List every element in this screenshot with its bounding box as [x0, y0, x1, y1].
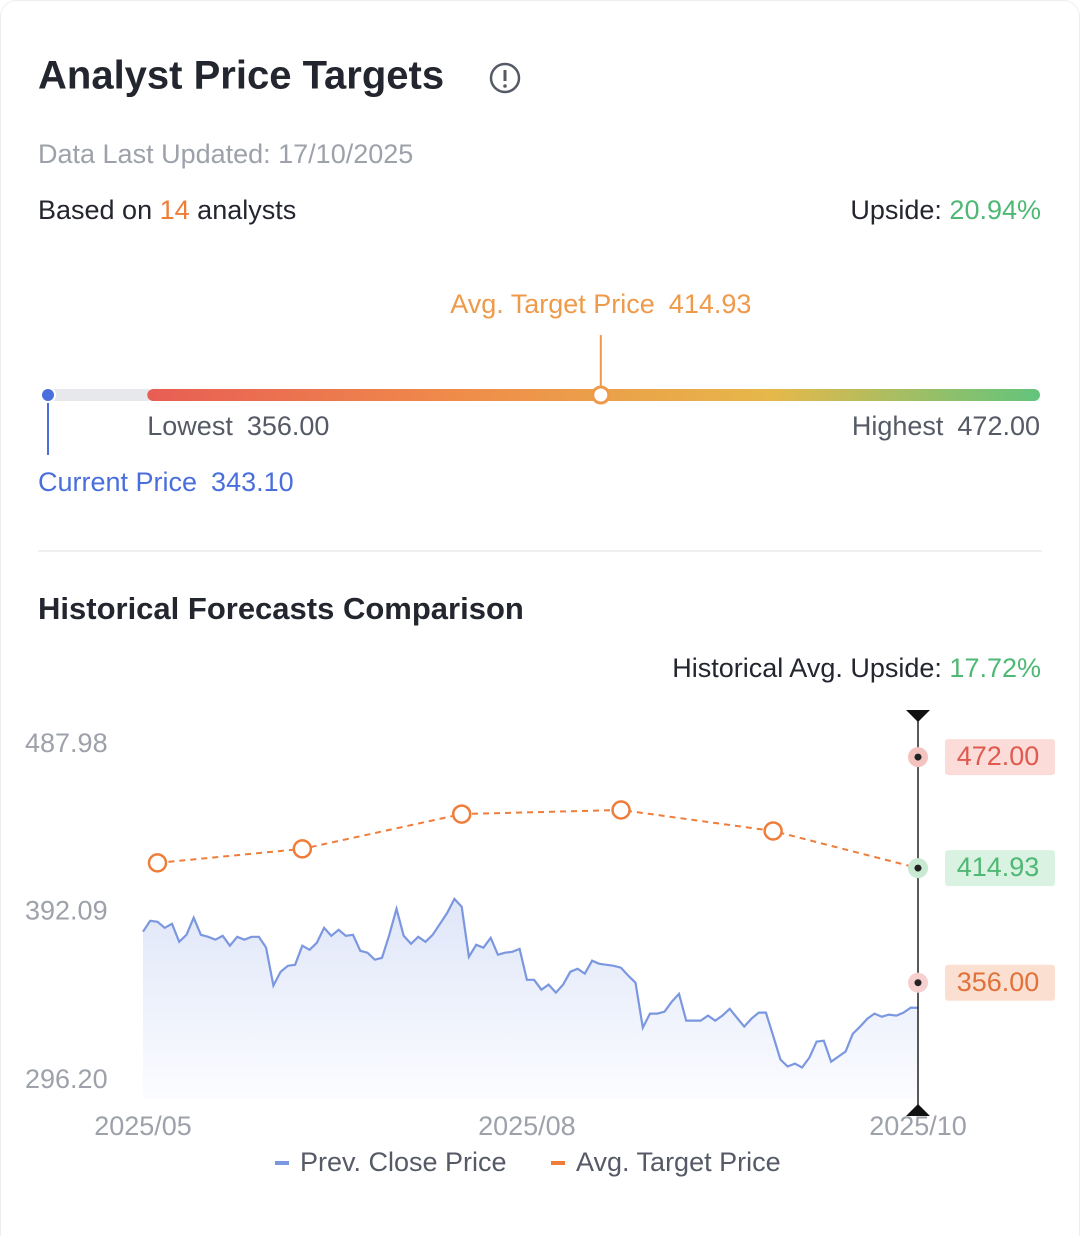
marker-dot	[914, 753, 922, 761]
marker-dot	[914, 864, 922, 872]
highest-text: Highest	[852, 411, 944, 441]
section-title: Historical Forecasts Comparison	[38, 591, 524, 626]
marker-label: 414.93	[957, 852, 1040, 882]
marker-label-bg	[945, 964, 1055, 1001]
y-tick-label: 296.20	[25, 1064, 108, 1094]
x-tick-label: 2025/05	[94, 1111, 192, 1141]
legend-label: Avg. Target Price	[576, 1147, 781, 1177]
historical-upside: Historical Avg. Upside: 17.72%	[672, 653, 1041, 683]
highest-label: Highest 472.00	[852, 411, 1040, 441]
lowest-value: 356.00	[247, 411, 330, 441]
legend-label: Prev. Close Price	[300, 1147, 507, 1177]
marker-label-bg	[945, 739, 1055, 776]
upside: Upside: 20.94%	[850, 195, 1041, 225]
marker-label: 472.00	[957, 741, 1040, 771]
historical-upside-value: 17.72%	[949, 653, 1041, 683]
upside-value: 20.94%	[949, 195, 1041, 225]
price-line	[142, 896, 919, 1069]
title: Analyst Price Targets	[38, 54, 444, 98]
historical-upside-label: Historical Avg. Upside:	[672, 653, 942, 683]
analysts-prefix: Based on	[38, 195, 152, 225]
current-label: Current Price 343.10	[38, 467, 294, 497]
highest-value: 472.00	[957, 411, 1040, 441]
x-tick-label: 2025/08	[478, 1111, 576, 1141]
updated: Data Last Updated: 17/10/2025	[38, 139, 413, 169]
y-tick-label: 487.98	[25, 728, 108, 758]
range-bar: Avg. Target Price 414.93 Lowest 356.00 Highe…	[38, 289, 1040, 497]
current-value: 343.10	[211, 467, 294, 497]
target-point	[763, 821, 783, 841]
cursor-bottom	[906, 1104, 930, 1116]
lowest-text: Lowest	[147, 411, 233, 441]
cursor-top	[906, 710, 930, 722]
avg-label: Avg. Target Price 414.93	[450, 289, 751, 319]
target-point	[451, 804, 472, 824]
lowest-label: Lowest 356.00	[147, 411, 329, 441]
y-tick-label: 392.09	[25, 896, 108, 926]
info-icon[interactable]	[489, 62, 521, 94]
chart: 487.98 392.09 296.20 2025/05 2025/08 2025/10 4…	[25, 710, 1055, 1177]
current-marker	[40, 387, 56, 403]
avg-marker	[591, 385, 611, 405]
analysts-count: 14	[160, 195, 190, 225]
marker-label-bg	[945, 850, 1055, 887]
analysts: Based on 14 analysts	[38, 195, 296, 225]
current-text: Current Price	[38, 467, 197, 497]
avg-label-text: Avg. Target Price	[450, 289, 655, 319]
upside-label: Upside:	[850, 195, 942, 225]
target-point	[292, 839, 313, 859]
price-area	[143, 898, 918, 1099]
avg-value: 414.93	[669, 289, 752, 319]
analysts-suffix: analysts	[197, 195, 296, 225]
target-point	[611, 800, 631, 820]
target-line	[157, 808, 919, 870]
x-tick-label: 2025/10	[869, 1111, 967, 1141]
marker-label: 356.00	[957, 967, 1040, 997]
marker-dot	[914, 979, 922, 987]
target-point	[147, 853, 168, 873]
